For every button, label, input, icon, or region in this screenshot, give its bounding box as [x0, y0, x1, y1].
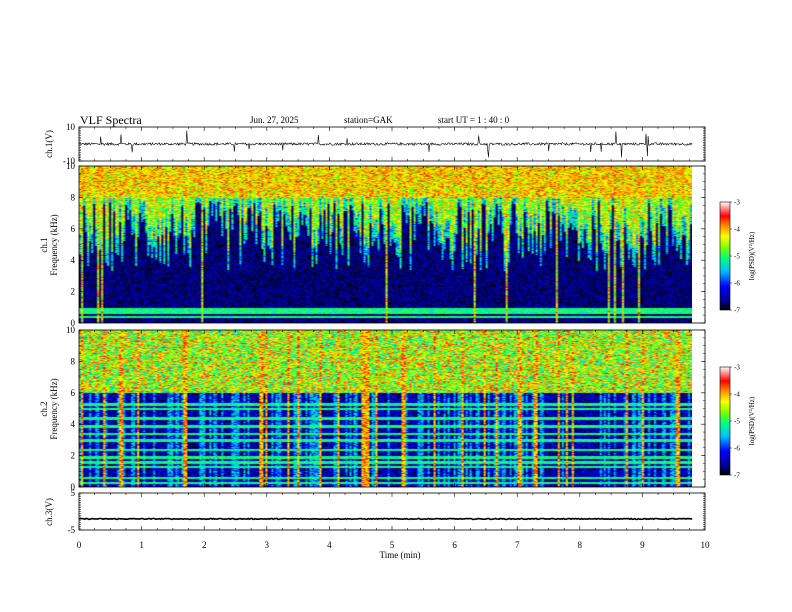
colorbar-tick-label: -5 [734, 253, 740, 261]
colorbar-tick-label: -4 [734, 391, 740, 399]
date-label: Jun. 27, 2025 [250, 115, 299, 125]
y-tick-label: 0 [71, 318, 76, 328]
colorbar-gradient [719, 366, 731, 476]
ch1-colorbar: -3 -4 -5 -6 -7 log(PSD)(V²/Hz) [719, 199, 756, 315]
y-tick-label: 10 [66, 161, 76, 171]
x-tick-label: 1 [139, 540, 144, 550]
y-tick-label: 8 [71, 192, 76, 202]
y-tick-label: -10 [63, 156, 75, 166]
x-tick-label: 9 [640, 540, 645, 550]
colorbar-tick-label: -6 [734, 445, 740, 453]
y-tick-label: 8 [71, 356, 76, 366]
x-tick-label: 10 [701, 540, 711, 550]
y-tick-label: 2 [71, 451, 76, 461]
figure-title: VLF Spectra [80, 113, 142, 127]
colorbar-gradient [719, 201, 731, 311]
ch3-waveform-ylabel: ch.3(V) [44, 498, 54, 526]
colorbar-tick-label: -6 [734, 280, 740, 288]
y-tick-label: 10 [66, 122, 76, 132]
ch3-waveform-line [78, 517, 693, 521]
colorbar-label: log(PSD)(V²/Hz) [748, 396, 756, 445]
x-tick-label: 6 [452, 540, 457, 550]
ch3-waveform-panel [78, 492, 706, 531]
x-tick-label: 5 [390, 540, 395, 550]
x-tick-label: 8 [578, 540, 583, 550]
y-tick-label: 0 [71, 482, 76, 492]
ch1-spectrogram-panel [78, 165, 706, 324]
ch2-spectrogram-panel [78, 329, 706, 488]
x-tick-label: 3 [265, 540, 270, 550]
colorbar-label: log(PSD)(V²/Hz) [748, 231, 756, 280]
colorbar-tick-label: -5 [734, 418, 740, 426]
colorbar-tick-label: -4 [734, 226, 740, 234]
x-axis-label: Time (min) [380, 550, 421, 560]
y-tick-label: 6 [71, 388, 76, 398]
y-tick-label: 10 [66, 325, 76, 335]
ch2-colorbar: -3 -4 -5 -6 -7 log(PSD)(V²/Hz) [719, 364, 756, 480]
ch1-spectrogram-image [79, 166, 692, 323]
x-tick-label: 2 [202, 540, 207, 550]
y-tick-label: 6 [71, 224, 76, 234]
y-tick-label: -5 [68, 525, 76, 535]
y-tick-label: 2 [71, 287, 76, 297]
y-tick-label: 4 [71, 255, 76, 265]
station-label: station=GAK [344, 115, 393, 125]
colorbar-tick-label: -7 [734, 472, 740, 480]
x-tick-label: 4 [327, 540, 332, 550]
y-tick-label: 5 [71, 488, 76, 498]
ch1-waveform-ylabel: ch.1(V) [44, 130, 54, 158]
start-time-label: start UT = 1 : 40 : 0 [438, 115, 510, 125]
x-tick-label: 7 [515, 540, 520, 550]
x-tick-label: 0 [77, 540, 82, 550]
colorbar-tick-label: -3 [734, 364, 740, 372]
ch2-ylabel-frequency: Frequency (kHz) [49, 378, 59, 439]
ch2-spectrogram-image [79, 330, 692, 487]
y-tick-label: 4 [71, 419, 76, 429]
ch2-ylabel-channel: ch.2 [39, 401, 49, 416]
ch1-ylabel-channel: ch.1 [39, 237, 49, 252]
ch1-waveform-line [78, 130, 693, 158]
colorbar-tick-label: -7 [734, 307, 740, 315]
ch1-ylabel-frequency: Frequency (kHz) [49, 214, 59, 275]
colorbar-tick-label: -3 [734, 199, 740, 207]
